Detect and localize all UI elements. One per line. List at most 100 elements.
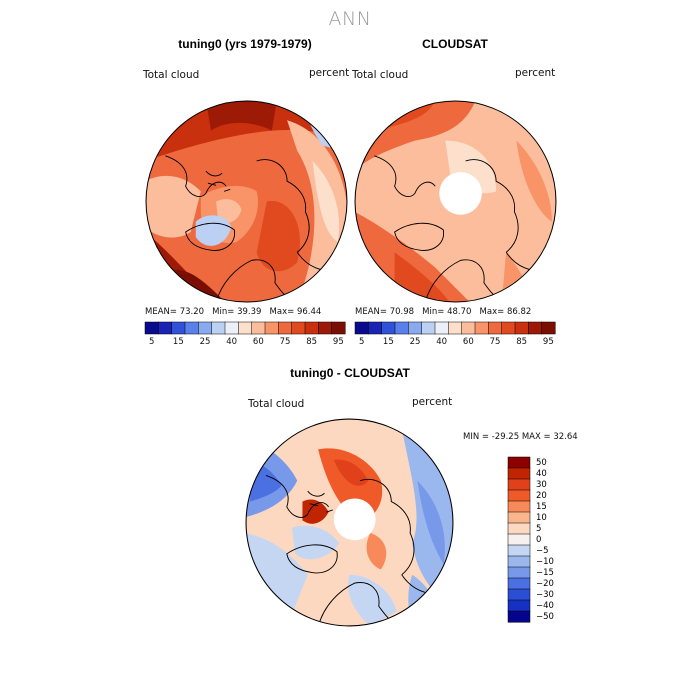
panel-1-colorbar-tick-label: 85 — [306, 337, 318, 347]
panel-1-title: tuning0 (yrs 1979-1979) — [178, 37, 312, 51]
panel-1-colorbar-tick-label: 5 — [148, 337, 155, 347]
panel-2-colorbar-swatch — [381, 321, 396, 335]
panel-3-title: tuning0 - CLOUDSAT — [290, 366, 410, 380]
panel-2-colorbar-swatch — [448, 321, 463, 335]
panel-2-min-label: Min= — [422, 307, 445, 317]
panel-1-colorbar-swatch — [251, 321, 266, 335]
panel-3-colorbar-tick-label: −10 — [536, 556, 554, 567]
panel-1-stats: MEAN= 73.20 Min= 39.39 Max= 96.44 — [145, 307, 321, 317]
panel-1-colorbar-tick-label: 60 — [252, 337, 264, 347]
panel-1-min-value: 39.39 — [237, 307, 262, 317]
panel-3-colorbar-swatch — [507, 511, 531, 524]
panel-1-colorbar-swatch — [238, 321, 253, 335]
panel-3-colorbar-swatch — [507, 522, 531, 535]
panel-1-max-label: Max= — [269, 307, 295, 317]
panel-1-colorbar-swatch — [318, 321, 333, 335]
panel-1-colorbar-ticks: 5 15 25 40 60 75 85 95 — [145, 337, 345, 349]
panel-1-max-value: 96.44 — [296, 307, 322, 317]
panel-2-colorbar-tick-label: 95 — [542, 337, 554, 347]
panel-3-colorbar-swatch — [507, 489, 531, 502]
panel-3-colorbar-ticks: 50 40 30 20 15 10 5 0 −5 −10 −15 −20 −30 −40 −50 — [536, 457, 576, 622]
panel-2-colorbar-swatch — [368, 321, 383, 335]
panel-1-colorbar-swatch — [184, 321, 199, 335]
panel-3-colorbar-tick-label: 30 — [536, 479, 547, 490]
panel-1-colorbar-swatch — [304, 321, 319, 335]
panel-3-colorbar-swatch — [507, 566, 531, 579]
panel-1-colorbar-tick-label: 15 — [172, 337, 184, 347]
panel-1-colorbar-swatch — [144, 321, 159, 335]
panel-3-colorbar-tick-label: −50 — [536, 611, 554, 622]
panel-1-mean-label: MEAN= — [145, 307, 177, 317]
panel-2-colorbar-tick-label: 15 — [382, 337, 394, 347]
panel-3-colorbar-swatch — [507, 599, 531, 612]
panel-2-colorbar-tick-label: 5 — [358, 337, 365, 347]
panel-2-colorbar — [354, 321, 556, 335]
panel-2-colorbar-ticks: 5 15 25 40 60 75 85 95 — [355, 337, 555, 349]
panel-3-colorbar-tick-label: −20 — [536, 578, 554, 589]
panel-1-colorbar-tick-label: 75 — [279, 337, 291, 347]
panel-2-min-value: 48.70 — [447, 307, 472, 317]
panel-3-colorbar-tick-label: −5 — [536, 545, 549, 556]
panel-2-colorbar-swatch — [354, 321, 369, 335]
panel-2-title: CLOUDSAT — [422, 37, 488, 51]
panel-1-polar-map — [145, 100, 348, 303]
panel-2-stats: MEAN= 70.98 Min= 48.70 Max= 86.82 — [355, 307, 531, 317]
panel-3-colorbar-tick-label: −30 — [536, 589, 554, 600]
panel-1-min-label: Min= — [212, 307, 235, 317]
panel-2-colorbar-swatch — [501, 321, 516, 335]
panel-2-colorbar-swatch — [408, 321, 423, 335]
panel-2-polar-map — [354, 100, 557, 303]
panel-2-colorbar-swatch — [394, 321, 409, 335]
panel-1-colorbar-tick-label: 95 — [332, 337, 344, 347]
panel-2-colorbar-swatch — [488, 321, 503, 335]
panel-1-colorbar-tick-label: 25 — [199, 337, 211, 347]
panel-2-colorbar-swatch — [541, 321, 556, 335]
panel-1-colorbar-swatch — [211, 321, 226, 335]
panel-3-colorbar-tick-label: 10 — [536, 512, 547, 523]
panel-3-units-label: percent — [412, 396, 453, 408]
panel-2-colorbar-swatch — [528, 321, 543, 335]
panel-2-mean-value: 70.98 — [389, 307, 415, 317]
panel-1-colorbar-swatch — [224, 321, 239, 335]
panel-3-min-max: MIN = -29.25 MAX = 32.64 — [463, 432, 578, 442]
panel-2-max-value: 86.82 — [506, 307, 532, 317]
panel-3-colorbar-tick-label: 0 — [536, 534, 542, 545]
panel-3-colorbar — [507, 456, 531, 623]
panel-3-colorbar-swatch — [507, 588, 531, 601]
panel-3-colorbar-tick-label: 5 — [536, 523, 542, 534]
figure-title: ANN — [328, 8, 372, 30]
panel-2-max-label: Max= — [479, 307, 505, 317]
panel-1-colorbar-swatch — [291, 321, 306, 335]
panel-3-polar-map — [245, 418, 454, 627]
panel-2-colorbar-tick-label: 75 — [489, 337, 501, 347]
panel-1-colorbar — [144, 321, 346, 335]
panel-3-colorbar-swatch — [507, 478, 531, 491]
panel-3-colorbar-swatch — [507, 555, 531, 568]
panel-2-mean-label: MEAN= — [355, 307, 387, 317]
panel-3-colorbar-tick-label: −15 — [536, 567, 554, 578]
panel-1-mean-value: 73.20 — [179, 307, 205, 317]
panel-3-colorbar-tick-label: −40 — [536, 600, 554, 611]
panel-3-colorbar-swatch — [507, 577, 531, 590]
panel-3-variable-label: Total cloud — [248, 398, 305, 410]
panel-3-colorbar-swatch — [507, 456, 531, 469]
panel-1-units-label: percent — [309, 67, 350, 79]
panel-1-colorbar-swatch — [331, 321, 346, 335]
panel-3-colorbar-tick-label: 40 — [536, 468, 547, 479]
panel-3-colorbar-swatch — [507, 500, 531, 513]
panel-3-colorbar-tick-label: 50 — [536, 457, 547, 468]
panel-1-colorbar-swatch — [278, 321, 293, 335]
panel-2-colorbar-tick-label: 40 — [436, 337, 448, 347]
panel-2-colorbar-swatch — [514, 321, 529, 335]
panel-3-colorbar-swatch — [507, 544, 531, 557]
panel-1-colorbar-swatch — [198, 321, 213, 335]
panel-2-colorbar-swatch — [461, 321, 476, 335]
panel-2-colorbar-swatch — [434, 321, 449, 335]
panel-1-colorbar-swatch — [171, 321, 186, 335]
panel-3-colorbar-swatch — [507, 610, 531, 623]
panel-3-colorbar-tick-label: 20 — [536, 490, 547, 501]
panel-2-colorbar-tick-label: 25 — [409, 337, 421, 347]
panel-2-units-label: percent — [515, 67, 556, 79]
panel-1-colorbar-swatch — [264, 321, 279, 335]
panel-2-colorbar-tick-label: 60 — [462, 337, 474, 347]
